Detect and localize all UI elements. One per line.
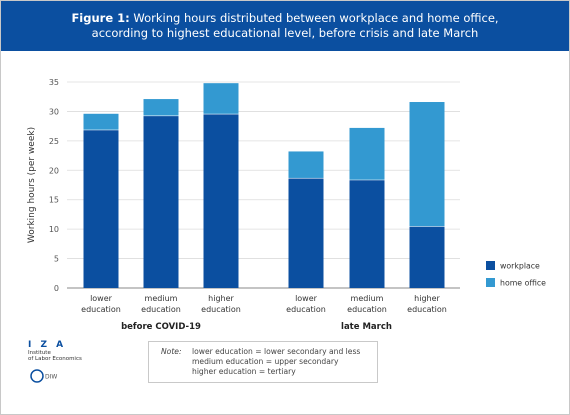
iza-logo-line2: of Labor Economics [28,356,82,362]
x-tick-label: education [201,305,241,314]
y-tick-label: 35 [49,78,59,87]
x-tick-label: education [81,305,121,314]
y-tick-label: 0 [54,284,59,293]
group-label: late March [341,322,392,332]
bar-segment-workplace [288,177,324,288]
figure-header: Figure 1: Working hours distributed betw… [1,1,569,51]
note-lines: lower education = lower secondary and le… [192,347,360,377]
partner-logo: DIW [30,369,57,383]
iza-logo-line1: Institute [28,350,51,356]
bar-segment-workplace [409,226,445,288]
y-axis-label: Working hours (per week) [27,127,37,243]
note-line-3: higher education = tertiary [192,367,296,376]
bar-segment-home-office [203,83,239,114]
y-tick-label: 30 [49,107,59,116]
figure-label: Figure 1: [71,11,130,25]
legend-label: home office [500,279,546,288]
legend-label: workplace [500,262,540,271]
x-tick-label: medium [351,294,384,303]
x-tick-label: lower [90,294,113,303]
note-line-1: lower education = lower secondary and le… [192,347,361,356]
bar-segment-home-office [288,151,324,178]
bar-segment-home-office [83,113,119,130]
x-tick-label: education [347,305,387,314]
bar-segment-workplace [349,179,385,288]
title-text-1: Working hours distributed between workpl… [133,11,499,25]
partner-logo-ring [30,369,44,383]
group-label: before COVID-19 [121,322,201,332]
y-tick-label: 10 [49,225,59,234]
note-box: Note: lower education = lower secondary … [148,341,378,383]
bar-segment-workplace [203,113,239,288]
bar-segment-home-office [143,99,179,116]
x-tick-label: education [407,305,447,314]
note-line-2: medium education = upper secondary [192,357,339,366]
stacked-bar-chart: 0 5 10 15 20 25 30 35 Working hours (per week) lo… [27,78,546,332]
bar-segment-workplace [83,129,119,288]
y-tick-label: 5 [54,255,59,264]
x-tick-label: education [141,305,181,314]
note-label: Note: [161,347,182,356]
legend-swatch [486,278,495,287]
x-tick-label: education [286,305,326,314]
y-tick-label: 20 [49,166,59,175]
iza-logo-text: I Z A [28,340,67,350]
title-line-2: according to highest educational level, … [91,26,479,40]
x-tick-label: higher [208,294,234,303]
y-tick-label: 25 [49,137,59,146]
legend-swatch [486,261,495,270]
partner-logo-text: DIW [45,374,57,381]
x-tick-label: higher [414,294,440,303]
bar-segment-home-office [349,127,385,180]
y-tick-label: 15 [49,196,59,205]
bar-segment-home-office [409,102,445,227]
iza-logo: I Z A Institute of Labor Economics [28,340,82,362]
title-line-1: Figure 1: Working hours distributed betw… [1,11,569,26]
x-tick-label: medium [145,294,178,303]
x-tick-label: lower [295,294,318,303]
bar-segment-workplace [143,115,179,288]
